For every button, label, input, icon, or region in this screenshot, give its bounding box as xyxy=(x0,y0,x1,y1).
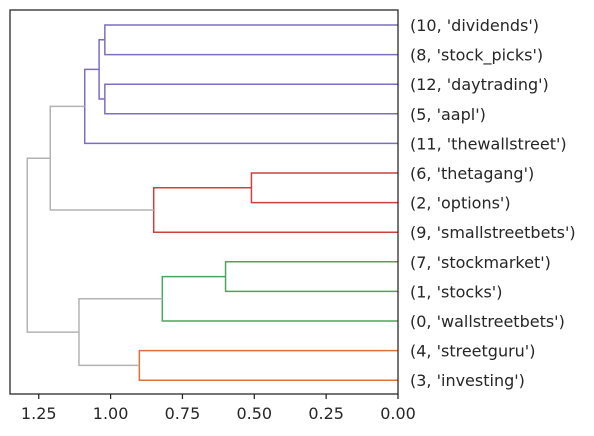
dendrogram-link-m11 xyxy=(78,298,163,367)
x-tick-label: 0.50 xyxy=(236,404,272,423)
x-axis: 1.25 1.00 0.75 0.50 0.25 0.00 xyxy=(21,394,416,423)
dendrogram-link-m7 xyxy=(224,261,398,293)
dendrogram-link-m8 xyxy=(161,275,398,322)
leaf-label: (6, 'thetagang') xyxy=(410,164,534,183)
leaf-label: (5, 'aapl') xyxy=(410,105,486,124)
leaf-labels: (10, 'dividends') (8, 'stock_picks') (12, … xyxy=(410,16,576,390)
plot-frame xyxy=(9,9,399,395)
leaf-label: (8, 'stock_picks') xyxy=(410,46,543,66)
x-tick-label: 1.00 xyxy=(93,404,129,423)
leaf-label: (12, 'daytrading') xyxy=(410,75,549,94)
dendrogram-links xyxy=(26,24,398,381)
dendrogram-link-m1 xyxy=(104,24,398,56)
leaf-label: (10, 'dividends') xyxy=(410,16,539,35)
leaf-label: (1, 'stocks') xyxy=(410,282,502,301)
x-tick-label: 0.75 xyxy=(165,404,201,423)
leaf-label: (3, 'investing') xyxy=(410,371,525,390)
leaf-label: (9, 'smallstreetbets') xyxy=(410,223,576,242)
dendrogram-link-m12 xyxy=(26,157,79,333)
leaf-label: (11, 'thewallstreet') xyxy=(410,134,567,153)
dendrogram-link-m10 xyxy=(49,105,154,211)
dendrogram-link-m6 xyxy=(152,187,398,233)
dendrogram-link-m4 xyxy=(83,68,398,145)
dendrogram-link-m3 xyxy=(98,39,105,100)
x-tick-label: 1.25 xyxy=(21,404,57,423)
leaf-label: (7, 'stockmarket') xyxy=(410,253,551,272)
leaf-label: (2, 'options') xyxy=(410,194,511,213)
leaf-label: (4, 'streetguru') xyxy=(410,342,535,361)
dendrogram-link-m9 xyxy=(138,349,398,381)
leaf-label: (0, 'wallstreetbets') xyxy=(410,312,565,331)
x-tick-label: 0.25 xyxy=(308,404,344,423)
dendrogram-link-m5 xyxy=(250,172,398,204)
x-tick-label: 0.00 xyxy=(380,404,416,423)
dendrogram-link-m2 xyxy=(104,83,398,115)
